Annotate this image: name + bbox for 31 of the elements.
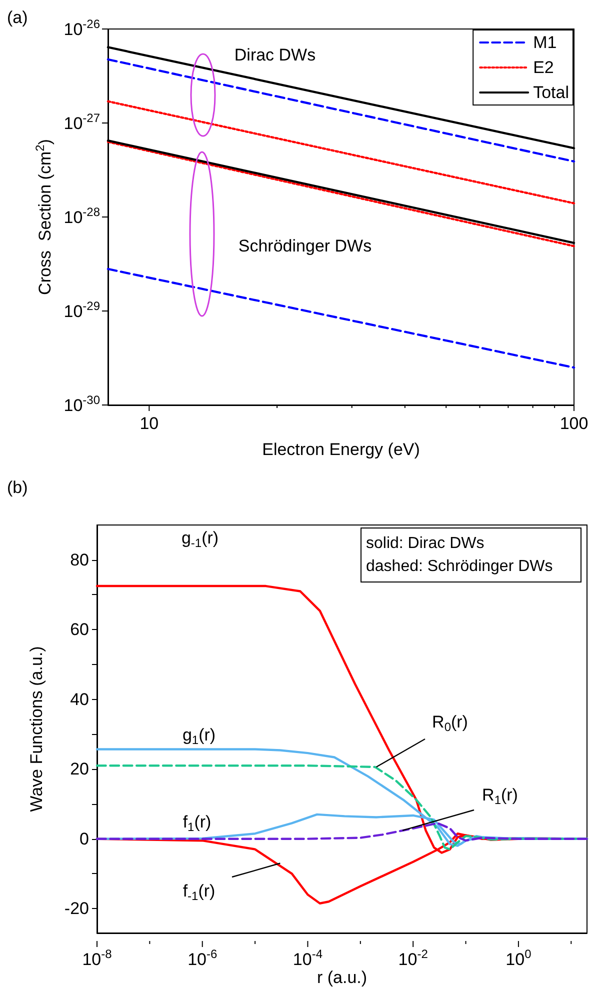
x-axis-title: Electron Energy (eV) [262, 440, 420, 459]
x-tick-label: 10$^{-4}$ [292, 947, 323, 969]
y-axis-title: Cross Section (cm2) [33, 139, 54, 295]
y-tick-label: -20 [64, 899, 89, 918]
x-tick-label: 10$^{-8}$ [82, 947, 112, 969]
annotation: Dirac DWs [234, 46, 316, 64]
legend-label: Total [533, 83, 570, 102]
x-axis-title: r (a.u.) [316, 968, 368, 987]
chart-title: (a) [7, 8, 28, 27]
annotation: Schrödinger DWs [238, 236, 372, 256]
x-tick-label: 10 [140, 414, 159, 433]
y-axis-title: Wave Functions (a.u.) [27, 646, 46, 812]
x-tick-label: 10$^{-6}$ [188, 947, 218, 969]
y-tick-label: 60 [70, 620, 89, 640]
y-tick-label: 10$^{-30}$ [64, 393, 100, 415]
x-tick-label: 100 [560, 414, 588, 433]
annotation: dashed: Schrödinger DWs [366, 558, 553, 575]
y-tick-label: 10$^{-26}$ [64, 17, 100, 39]
chart-title: (b) [7, 478, 28, 497]
x-tick-label: 10$^{0}$ [506, 947, 532, 969]
y-tick-label: 20 [70, 760, 89, 779]
annotation: solid: Dirac DWs [366, 535, 484, 552]
legend-label: M1 [533, 33, 557, 52]
x-tick-label: 10$^{-2}$ [398, 947, 428, 969]
y-tick-label: 0 [80, 829, 89, 848]
y-tick-label: 40 [70, 690, 89, 709]
legend-label: E2 [533, 58, 554, 77]
y-tick-label: 80 [70, 550, 89, 570]
y-tick-label: 10$^{-28}$ [64, 205, 100, 227]
y-tick-label: 10$^{-27}$ [64, 111, 100, 133]
y-tick-label: 10$^{-29}$ [64, 299, 100, 321]
